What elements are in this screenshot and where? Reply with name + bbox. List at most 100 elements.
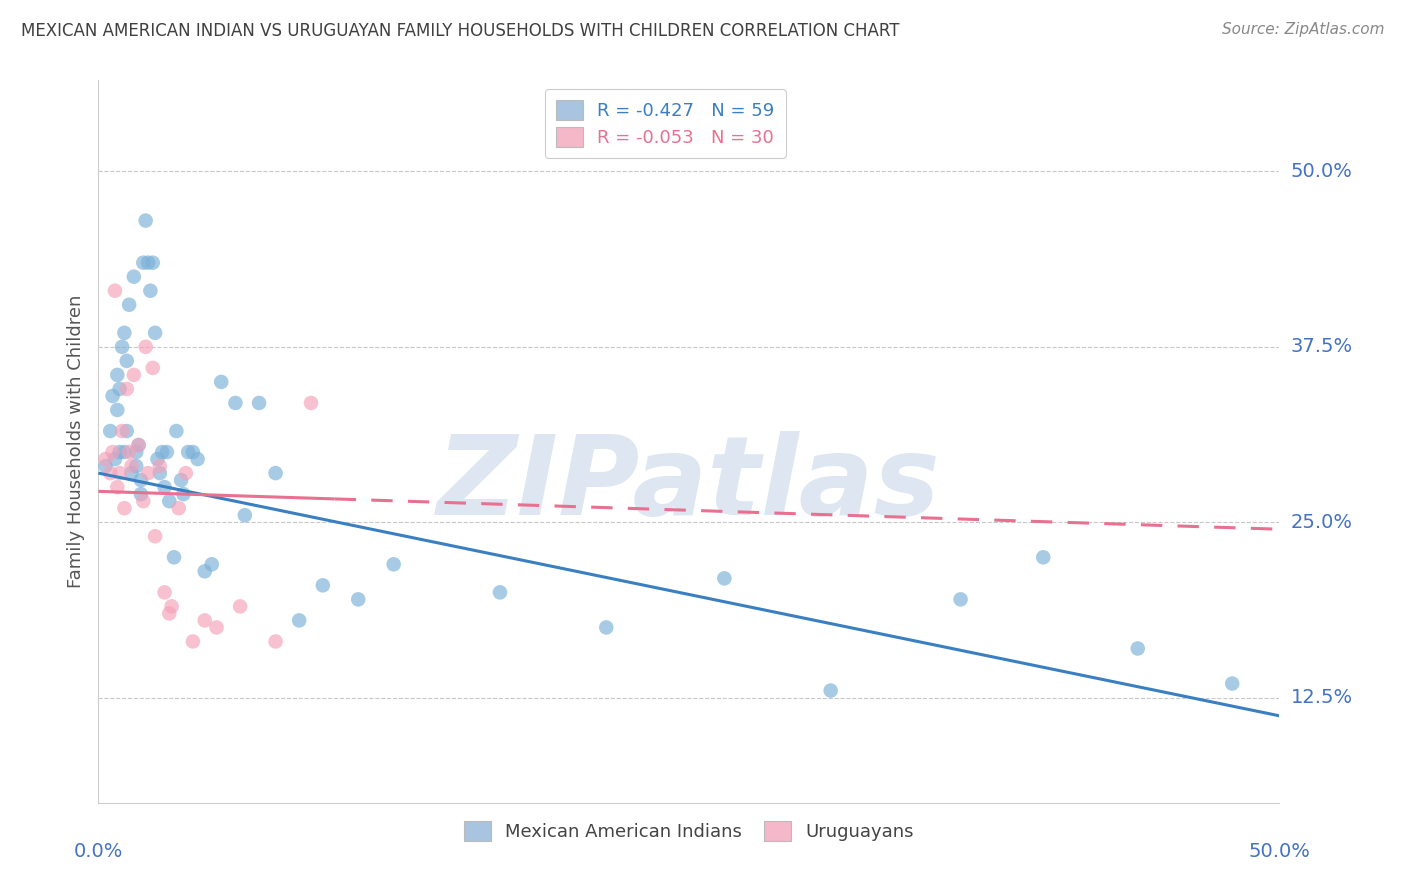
Point [181,634,204,648]
Point [115,354,138,368]
Point [128,438,150,452]
Point [139,284,162,298]
Point [264,466,287,480]
Point [121,459,143,474]
Point [94,452,117,467]
Text: MEXICAN AMERICAN INDIAN VS URUGUAYAN FAMILY HOUSEHOLDS WITH CHILDREN CORRELATION: MEXICAN AMERICAN INDIAN VS URUGUAYAN FAM… [21,22,900,40]
Point [224,396,246,410]
Y-axis label: Family Households with Children: Family Households with Children [66,295,84,588]
Point [167,501,190,516]
Point [149,466,172,480]
Point [288,614,311,628]
Point [105,403,128,417]
Point [209,375,232,389]
Point [160,599,183,614]
Point [111,424,134,438]
Point [382,558,405,572]
Point [157,494,180,508]
Point [98,424,121,438]
Text: 0.0%: 0.0% [73,842,124,861]
Text: 50.0%: 50.0% [1249,842,1310,861]
Point [233,508,256,523]
Point [111,340,134,354]
Point [122,368,145,382]
Point [194,614,217,628]
Point [104,284,127,298]
Point [820,683,842,698]
Point [143,529,166,543]
Point [105,480,128,494]
Point [108,466,131,480]
Point [112,445,135,459]
Point [177,445,200,459]
Point [108,382,131,396]
Point [157,607,180,621]
Point [125,459,148,474]
Point [98,466,121,480]
Point [150,445,173,459]
Point [170,473,193,487]
Point [104,452,127,467]
Point [347,592,370,607]
Text: 25.0%: 25.0% [1291,513,1353,532]
Point [201,558,224,572]
Point [153,585,176,599]
Point [713,571,735,585]
Text: ZIPatlas: ZIPatlas [437,432,941,539]
Point [1032,550,1054,565]
Point [312,578,335,592]
Point [94,459,117,474]
Point [136,255,159,269]
Point [115,424,138,438]
Point [949,592,972,607]
Point [143,326,166,340]
Point [132,255,155,269]
Text: Source: ZipAtlas.com: Source: ZipAtlas.com [1222,22,1385,37]
Point [129,487,152,501]
Point [1126,641,1149,656]
Text: 12.5%: 12.5% [1291,688,1353,707]
Point [146,452,169,467]
Point [165,424,187,438]
Point [229,599,252,614]
Point [121,466,143,480]
Point [247,396,270,410]
Point [125,445,148,459]
Point [187,452,209,467]
Legend: Mexican American Indians, Uruguayans: Mexican American Indians, Uruguayans [453,810,925,852]
Point [105,368,128,382]
Point [129,473,152,487]
Point [101,445,124,459]
Point [149,459,172,474]
Point [299,396,322,410]
Point [108,445,131,459]
Point [115,382,138,396]
Text: 50.0%: 50.0% [1291,162,1353,181]
Point [135,213,157,227]
Point [163,550,186,565]
Point [128,438,150,452]
Point [118,298,141,312]
Point [122,269,145,284]
Point [181,445,204,459]
Point [142,360,165,375]
Point [132,494,155,508]
Point [1220,676,1243,690]
Point [194,564,217,578]
Point [264,634,287,648]
Point [174,466,197,480]
Point [489,585,512,599]
Point [101,389,124,403]
Point [142,255,165,269]
Point [118,445,141,459]
Point [205,620,228,634]
Text: 37.5%: 37.5% [1291,337,1353,356]
Point [156,445,179,459]
Point [136,466,159,480]
Point [112,501,135,516]
Point [135,340,157,354]
Point [112,326,135,340]
Point [172,487,194,501]
Point [153,480,176,494]
Point [595,620,617,634]
